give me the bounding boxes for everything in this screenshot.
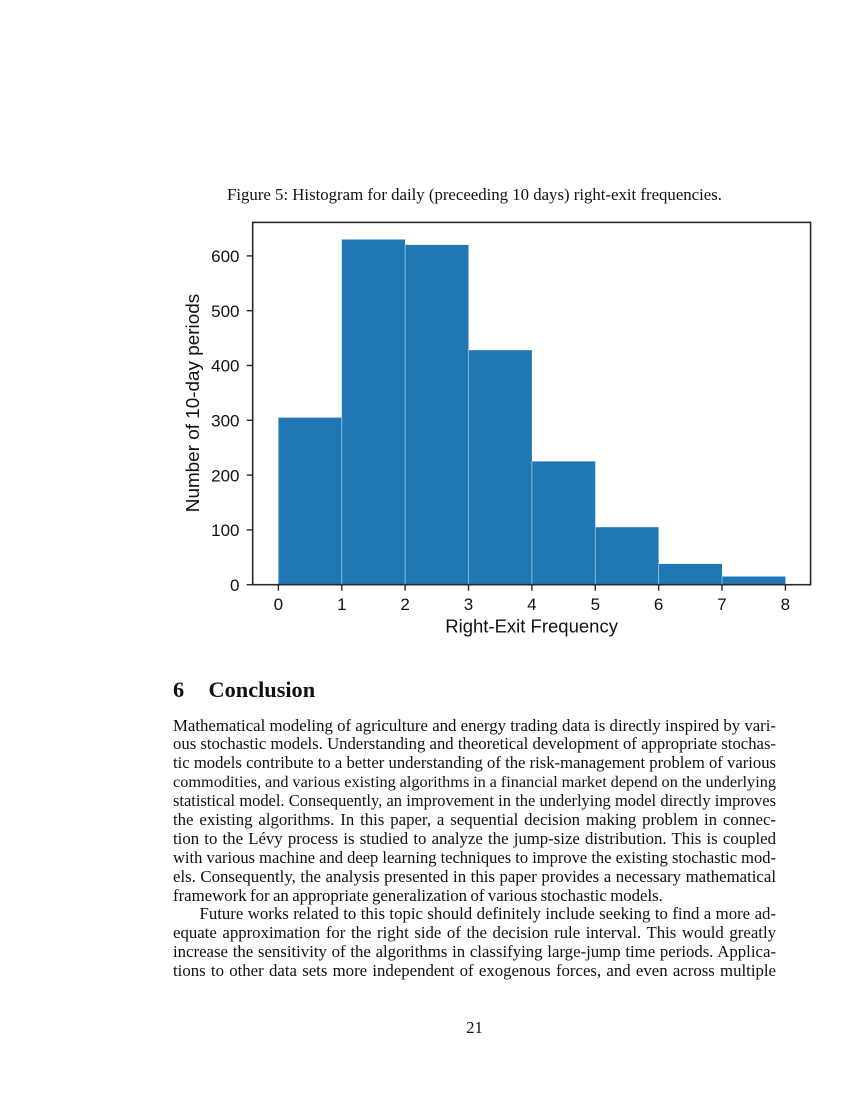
svg-text:3: 3 xyxy=(464,595,473,614)
svg-text:4: 4 xyxy=(527,595,536,614)
svg-text:Right-Exit Frequency: Right-Exit Frequency xyxy=(445,616,618,637)
svg-text:0: 0 xyxy=(230,576,239,595)
svg-text:Number of 10-day periods: Number of 10-day periods xyxy=(183,294,204,512)
svg-text:0: 0 xyxy=(274,595,283,614)
svg-text:7: 7 xyxy=(717,595,726,614)
svg-text:400: 400 xyxy=(211,357,239,376)
svg-text:1: 1 xyxy=(337,595,346,614)
svg-text:200: 200 xyxy=(211,466,239,485)
svg-text:5: 5 xyxy=(591,595,600,614)
svg-text:300: 300 xyxy=(211,412,239,431)
svg-text:100: 100 xyxy=(211,521,239,540)
svg-text:600: 600 xyxy=(211,247,239,266)
svg-text:2: 2 xyxy=(400,595,409,614)
svg-text:8: 8 xyxy=(781,595,790,614)
svg-text:6: 6 xyxy=(654,595,663,614)
svg-text:500: 500 xyxy=(211,302,239,321)
